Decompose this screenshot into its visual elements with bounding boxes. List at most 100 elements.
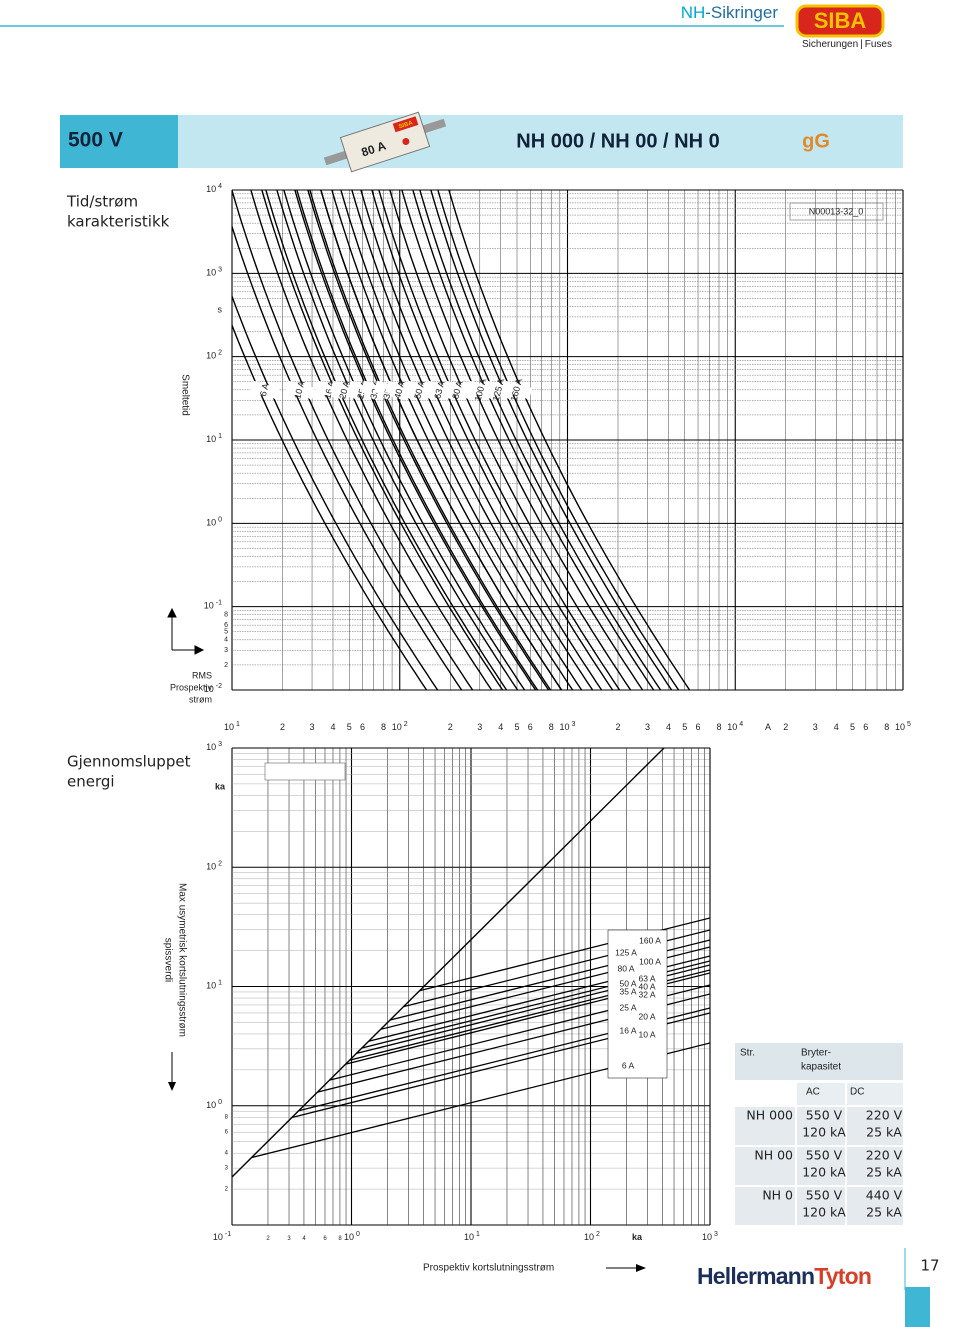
tick-label: 10 2 bbox=[206, 860, 222, 872]
tick-base: 5 bbox=[347, 722, 352, 732]
tick-base: 4 bbox=[302, 1236, 306, 1242]
minor-tick-label: 8 bbox=[224, 612, 228, 619]
melting-curve bbox=[232, 294, 439, 690]
tick-label: 10 0 bbox=[206, 1099, 222, 1111]
tick-exponent: 0 bbox=[356, 1231, 360, 1238]
curve-label: 50 A bbox=[619, 978, 636, 988]
table-cell bbox=[797, 1107, 845, 1145]
curve-label: 100 A bbox=[639, 956, 661, 966]
curve-label: 63 A bbox=[638, 973, 655, 983]
header-title: NH-Sikringer bbox=[681, 3, 779, 22]
curve-label: 40 A bbox=[638, 981, 655, 991]
curve-label: 32 A bbox=[638, 989, 655, 999]
chart2-code-box bbox=[264, 762, 346, 781]
tick-label: ka bbox=[632, 1232, 643, 1242]
tick-base: 8 bbox=[338, 1236, 342, 1242]
table-cell bbox=[797, 1147, 845, 1185]
table-cell bbox=[735, 1187, 795, 1225]
chart2-y-label: spissverdi bbox=[162, 938, 173, 982]
banner-voltage: 500 V bbox=[68, 129, 123, 152]
tick-exponent: -1 bbox=[225, 1231, 231, 1238]
table-subheader: DC bbox=[850, 1087, 864, 1098]
tick-base: 10 bbox=[206, 742, 216, 752]
curve-label-bg bbox=[465, 380, 497, 400]
tick-label: 3 bbox=[287, 1236, 291, 1242]
melting-curve bbox=[371, 190, 614, 690]
tick-label: 6 bbox=[863, 722, 868, 732]
tick-label: 4 bbox=[330, 722, 335, 732]
tick-base: 10 bbox=[204, 601, 214, 611]
table-ac: 120 kA bbox=[802, 1205, 846, 1220]
tick-base: 5 bbox=[682, 722, 687, 732]
tick-label: 2 bbox=[266, 1236, 270, 1242]
table-header: Str. bbox=[740, 1048, 755, 1059]
tick-label: 10 2 bbox=[584, 1231, 600, 1243]
capacity-table: Str. Bryter- kapasitet AC DC bbox=[735, 1043, 903, 1105]
tick-exponent: 2 bbox=[218, 860, 222, 867]
melting-curve bbox=[401, 190, 644, 690]
curve-label: 16 A bbox=[619, 1025, 636, 1035]
tick-label: 10 0 bbox=[344, 1231, 360, 1243]
melting-curve bbox=[296, 190, 539, 690]
tick-base: 6 bbox=[528, 722, 533, 732]
table-dc: 25 kA bbox=[866, 1205, 902, 1220]
chart2-title: Gjennomsluppet bbox=[67, 753, 191, 771]
melting-curve bbox=[360, 190, 603, 690]
tick-exponent: 3 bbox=[714, 1231, 718, 1238]
tick-exponent: 2 bbox=[404, 721, 408, 728]
tick-label: 8 bbox=[381, 722, 386, 732]
brand-name: SIBA bbox=[814, 8, 867, 33]
peak-line bbox=[232, 748, 665, 1178]
table-subheader: AC bbox=[806, 1087, 820, 1098]
tick-label: 5 bbox=[682, 722, 687, 732]
tick-label: 10 3 bbox=[560, 721, 576, 733]
melting-curve bbox=[419, 190, 662, 690]
melting-curve bbox=[331, 190, 574, 690]
table-ac: 550 V bbox=[806, 1188, 843, 1203]
tick-label: 2 bbox=[783, 722, 788, 732]
tick-exponent: 1 bbox=[218, 433, 222, 440]
minor-tick-label: 5 bbox=[224, 629, 228, 636]
table-ac: 120 kA bbox=[802, 1165, 846, 1180]
table-dc: 25 kA bbox=[866, 1125, 902, 1140]
tick-label: 4 bbox=[666, 722, 671, 732]
curve-label-bg bbox=[404, 380, 436, 400]
tick-base: 4 bbox=[330, 722, 335, 732]
arrow-head bbox=[194, 645, 205, 655]
minor-tick-label: 6 bbox=[224, 622, 228, 629]
arrow-head bbox=[168, 1082, 176, 1091]
minor-tick-label: 4 bbox=[225, 1151, 229, 1157]
tick-base: 3 bbox=[645, 722, 650, 732]
tagline-right: Fuses bbox=[865, 39, 892, 50]
tick-base: 10 bbox=[344, 1232, 354, 1242]
tick-label: 8 bbox=[716, 722, 721, 732]
chart1-rms-label: Prospektiv bbox=[170, 682, 213, 692]
table-subheader-cell bbox=[847, 1083, 903, 1105]
table-ac: 120 kA bbox=[802, 1125, 846, 1140]
chart1-y-unit: s bbox=[218, 304, 223, 314]
melting-curve bbox=[250, 190, 493, 690]
footer-brand: HellermannTyton bbox=[697, 1263, 871, 1289]
tick-exponent: 2 bbox=[218, 350, 222, 357]
tick-base: 2 bbox=[266, 1236, 270, 1242]
table-cell bbox=[847, 1187, 903, 1225]
tick-label: 4 bbox=[302, 1236, 306, 1242]
fuse-logo bbox=[392, 116, 419, 133]
tagline-left: Sicherungen bbox=[802, 39, 858, 50]
curve-label: 35 A bbox=[619, 986, 636, 996]
melting-curve bbox=[283, 190, 526, 690]
tick-base: 10 bbox=[392, 722, 402, 732]
table-dc: 220 V bbox=[866, 1108, 903, 1123]
fuse-blade bbox=[422, 118, 447, 134]
curve-label: 20 A bbox=[638, 1011, 655, 1021]
curve-label-bg bbox=[384, 380, 416, 400]
curve-label: 80 A bbox=[450, 380, 464, 400]
tick-label: A bbox=[765, 722, 771, 732]
tick-exponent: 0 bbox=[218, 516, 222, 523]
table-dc: 25 kA bbox=[866, 1165, 902, 1180]
minor-tick-label: 3 bbox=[224, 647, 228, 654]
tick-base: 10 bbox=[727, 722, 737, 732]
minor-tick-label: 6 bbox=[225, 1130, 229, 1136]
